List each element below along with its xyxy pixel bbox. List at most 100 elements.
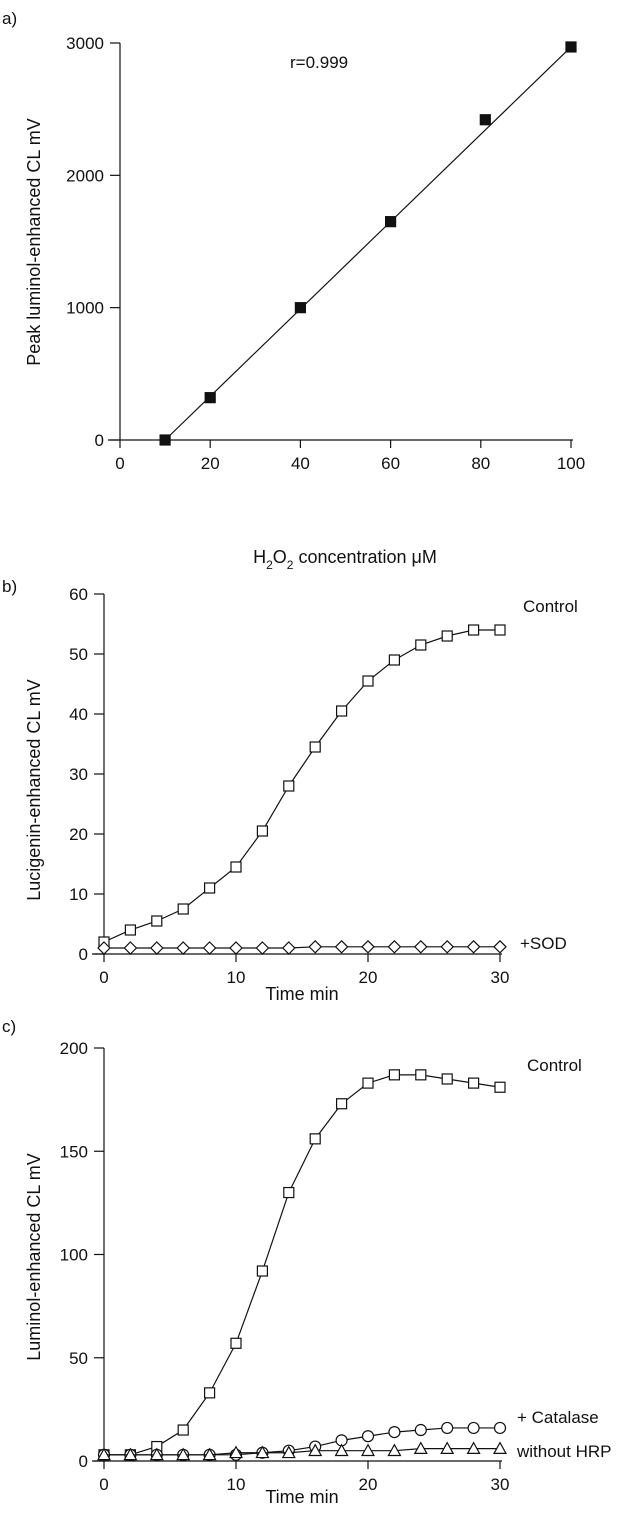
- panel-a-y-tick-label: 1000: [66, 299, 104, 318]
- data-point-without-hrp: [281, 1445, 296, 1459]
- data-point-sod: [202, 941, 217, 955]
- data-point-sod: [387, 939, 402, 954]
- data-point: [159, 434, 171, 446]
- data-point-control: [309, 741, 321, 753]
- data-point-control: [468, 1077, 480, 1089]
- panel-b-y-tick-label: 60: [69, 585, 88, 604]
- panel-a-x-tick-label: 0: [115, 454, 124, 473]
- data-point-control: [309, 1133, 321, 1145]
- data-point-sod: [334, 939, 349, 954]
- data-point-sod: [413, 939, 428, 954]
- panel-b-y-tick-label: 10: [69, 885, 88, 904]
- data-point-control: [441, 630, 453, 642]
- data-point-sod: [123, 941, 138, 955]
- data-point-control: [415, 1069, 427, 1081]
- y-axis-title-c: Luminol-enhanced CL mV: [24, 1153, 44, 1360]
- data-point-control: [204, 882, 216, 894]
- data-point-control: [494, 624, 506, 636]
- x-axis-title-a: H2O2 concentration μM: [253, 547, 437, 572]
- data-point-catalase: [467, 1421, 480, 1435]
- panel-label-a: a): [2, 9, 17, 28]
- data-point-without-hrp: [413, 1441, 428, 1455]
- data-point-control: [283, 780, 295, 792]
- data-point-catalase: [414, 1423, 427, 1437]
- series-line-control: [104, 1074, 501, 1456]
- data-point-sod: [149, 941, 164, 955]
- panel-label-c: c): [2, 1017, 16, 1036]
- series-line-without-hrp: [104, 1448, 500, 1456]
- data-point-sod: [229, 941, 243, 955]
- data-point-without-hrp: [149, 1447, 164, 1461]
- data-point-control: [204, 1387, 216, 1399]
- data-point: [294, 302, 306, 314]
- data-point-control: [230, 861, 242, 873]
- data-point-sod: [361, 939, 375, 954]
- data-point-control: [468, 624, 480, 636]
- legend-label-control-c: Control: [527, 1056, 582, 1075]
- panel-a-x-tick-label: 40: [291, 454, 310, 473]
- panel-c-y-tick-label: 150: [60, 1142, 88, 1161]
- data-point-sod: [97, 941, 111, 955]
- y-axis-title-b: Lucigenin-enhanced CL mV: [24, 679, 44, 900]
- panel-c-x-tick-label: 10: [227, 1475, 246, 1494]
- panel-c-x-tick-label: 0: [99, 1475, 108, 1494]
- data-point-control: [283, 1186, 295, 1199]
- data-point-control: [256, 1265, 268, 1277]
- data-point-without-hrp: [440, 1441, 455, 1455]
- panel-c-y-tick-label: 0: [79, 1452, 88, 1471]
- panel-a: a) 0 1000 2000 3000 0 20 40 60 80 100 r=0.999 H2O…: [2, 9, 585, 572]
- panel-c-y-tick-label: 100: [60, 1246, 88, 1265]
- fit-line: [164, 46, 572, 441]
- panel-b-y-tick-label: 0: [79, 945, 88, 964]
- data-point-control: [494, 1081, 506, 1093]
- panel-b-y-tick-label: 40: [69, 705, 88, 724]
- data-point-catalase: [441, 1421, 454, 1435]
- panel-label-b: b): [2, 577, 17, 596]
- panel-b-x-tick-label: 20: [359, 968, 378, 987]
- panel-a-marks: 0 1000 2000 3000 0 20 40 60 80 100: [66, 34, 585, 473]
- series-line-control: [103, 629, 500, 943]
- panel-c-marks: 0 50 100 150 200 0 10 20 30: [60, 1039, 510, 1494]
- data-point-control: [415, 639, 427, 651]
- data-point-control: [177, 903, 189, 915]
- data-point-sod: [281, 941, 296, 955]
- y-axis-title-a: Peak luminol-enhanced CL mV: [24, 118, 44, 365]
- panel-b-x-tick-label: 30: [491, 968, 510, 987]
- data-point-control: [177, 1424, 189, 1436]
- correlation-annotation: r=0.999: [290, 53, 348, 72]
- panel-b-x-tick-label: 10: [227, 968, 246, 987]
- data-point-sod: [308, 939, 323, 954]
- data-point-without-hrp: [96, 1447, 112, 1461]
- data-point-catalase: [388, 1425, 401, 1439]
- data-point-control: [151, 915, 163, 927]
- data-point-control: [362, 1077, 374, 1089]
- panel-c-x-tick-label: 20: [359, 1475, 378, 1494]
- panel-c-y-tick-label: 50: [69, 1349, 88, 1368]
- data-point-without-hrp: [123, 1447, 138, 1461]
- data-point-without-hrp: [176, 1447, 191, 1461]
- data-point-control: [388, 654, 400, 666]
- data-point-control: [388, 1069, 400, 1081]
- data-point-without-hrp: [360, 1443, 376, 1457]
- data-point-without-hrp: [202, 1447, 217, 1461]
- data-point-sod: [176, 941, 191, 955]
- data-point-control: [124, 924, 137, 936]
- panel-c: c) 0 50 100 150 200 0 10 20 30 Time min Luminol-…: [2, 1017, 611, 1507]
- data-point-control: [362, 675, 374, 687]
- panel-c-x-tick-label: 30: [491, 1475, 510, 1494]
- data-point-control: [230, 1337, 242, 1349]
- series-line-catalase: [104, 1427, 500, 1456]
- panel-a-y-tick-label: 2000: [66, 166, 104, 185]
- legend-label-without-hrp-c: without HRP: [516, 1442, 611, 1461]
- panel-b-marks: 0 10 20 30 40 50 60 0 10 20 30: [69, 585, 509, 987]
- data-point-without-hrp: [387, 1443, 402, 1457]
- data-point-without-hrp: [228, 1445, 244, 1459]
- data-point-control: [336, 705, 348, 717]
- panel-b-y-tick-label: 20: [69, 825, 88, 844]
- data-point-catalase: [361, 1430, 375, 1443]
- data-point-control: [256, 825, 268, 837]
- data-point-without-hrp: [334, 1443, 349, 1457]
- panel-a-x-tick-label: 100: [557, 454, 585, 473]
- panel-b: b) 0 10 20 30 40 50 60 0 10 20 30 Time min Lucigen…: [2, 577, 578, 1004]
